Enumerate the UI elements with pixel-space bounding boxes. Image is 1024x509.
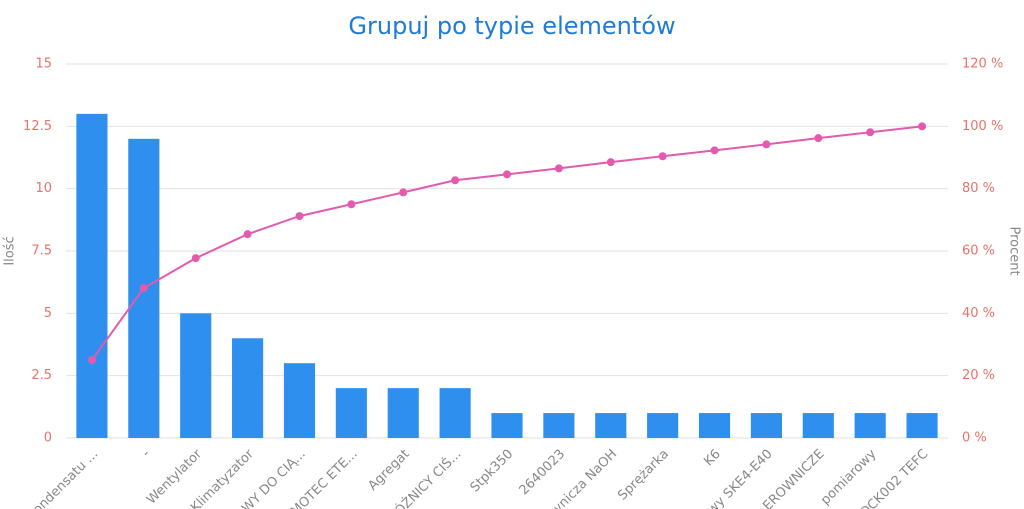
bar: [387, 388, 419, 438]
bar: [802, 413, 834, 438]
bar: [698, 413, 731, 438]
y2-tick-label: 120 %: [962, 57, 1003, 72]
line-point: [191, 254, 200, 263]
bar: [647, 413, 679, 438]
y2-tick-label: 20 %: [962, 368, 995, 383]
y2-tick-label: 80 %: [962, 181, 995, 196]
y-tick-label: 2.5: [31, 368, 52, 383]
y2-tick-label: 0 %: [962, 431, 987, 446]
line-point: [866, 128, 875, 137]
line-point: [243, 230, 252, 239]
x-tick-label: Stpk350: [468, 447, 517, 496]
bar: [854, 413, 886, 438]
bar: [750, 413, 782, 438]
x-tick-label: Agregat: [365, 447, 412, 494]
y-axis-title: Ilość: [3, 236, 18, 265]
line-point: [918, 122, 927, 131]
bar: [335, 388, 367, 438]
y-tick-label: 0: [44, 431, 52, 446]
bar: [491, 413, 523, 438]
bar: [439, 388, 471, 438]
y-tick-label: 7.5: [31, 244, 52, 259]
bar: [906, 413, 938, 438]
y2-tick-label: 100 %: [962, 119, 1003, 134]
bar: [76, 113, 108, 438]
line-point: [503, 170, 511, 179]
bar: [543, 413, 575, 438]
x-tick-label: -: [139, 446, 153, 460]
line-point: [710, 146, 719, 155]
bar: [595, 413, 627, 438]
line-point: [347, 200, 356, 209]
chart-title: Grupuj po typie elementów: [348, 12, 675, 40]
y-tick-label: 5: [44, 306, 52, 321]
line-point: [762, 140, 771, 149]
line-point: [139, 284, 148, 293]
bar: [283, 363, 316, 438]
y-tick-label: 10: [35, 181, 52, 196]
bar: [180, 313, 212, 438]
line-point: [451, 176, 460, 185]
x-tick-label: ondensatu ...: [30, 447, 101, 509]
line-point: [295, 212, 304, 221]
y2-tick-label: 40 %: [962, 306, 995, 321]
line-point: [658, 152, 667, 161]
line-point: [606, 158, 615, 167]
x-tick-label: Sprężarka: [615, 447, 672, 504]
line-point: [554, 164, 563, 173]
x-tick-label: 2640023: [517, 447, 569, 499]
y-tick-label: 15: [35, 57, 52, 72]
x-tick-label: K6: [701, 447, 723, 469]
line: [91, 125, 923, 361]
line-point: [399, 188, 408, 197]
y2-axis-title: Procent: [1007, 226, 1022, 275]
y-tick-label: 12.5: [23, 119, 52, 134]
line-point: [814, 134, 823, 143]
y2-tick-label: 60 %: [962, 244, 995, 259]
bar: [232, 338, 264, 438]
line-point: [87, 356, 96, 365]
